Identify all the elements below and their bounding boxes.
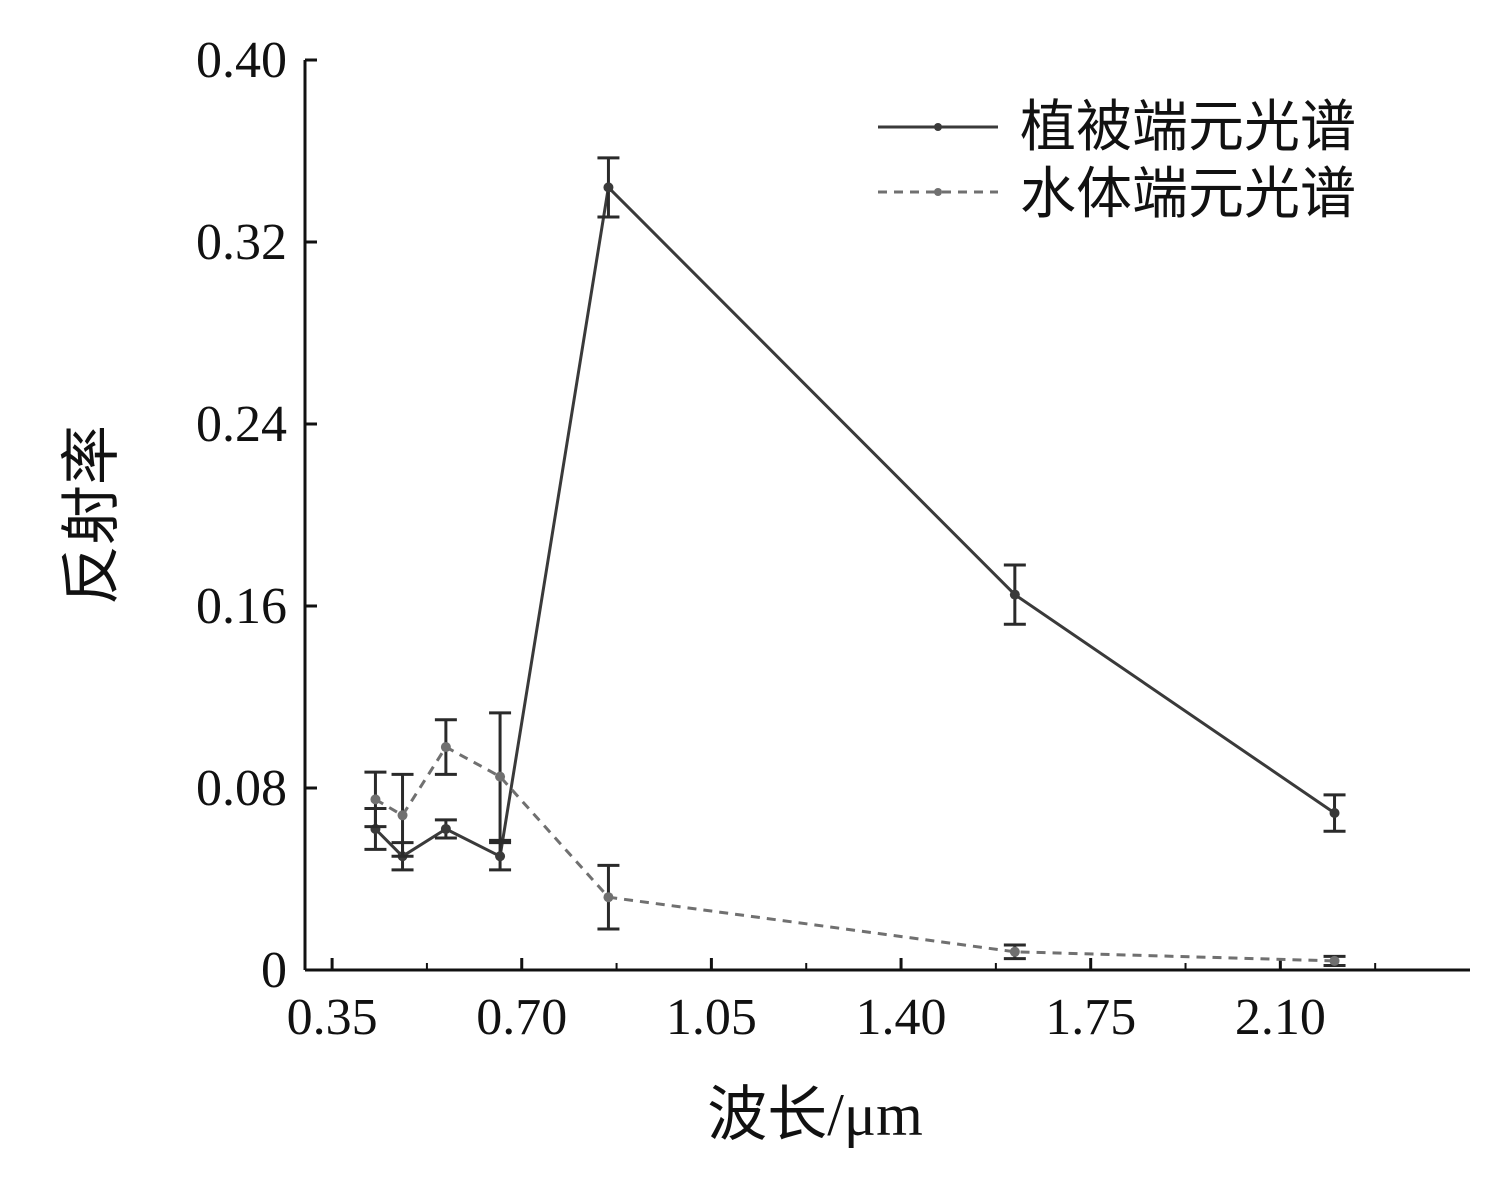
x-tick-label: 0.70 [476,989,567,1046]
data-point [1329,955,1340,966]
series-line [374,745,1335,963]
x-ticks: 0.35 0.70 1.05 1.40 1.75 2.10 [287,958,1377,1046]
y-tick-label: 0.16 [196,578,287,635]
data-point [440,742,451,753]
x-tick-label: 1.05 [666,989,757,1046]
data-point [603,892,614,903]
y-axis-label: 反射率 [59,425,125,605]
x-tick-label: 1.40 [856,989,947,1046]
legend-label-water: 水体端元光谱 [1020,164,1356,226]
x-tick-label: 1.75 [1045,989,1136,1046]
x-tick-label: 0.35 [287,989,378,1046]
y-tick-label: 0.40 [196,32,287,89]
y-ticks: 0 0.08 0.16 0.24 0.32 0.40 [196,32,317,999]
data-point [495,851,506,862]
data-point [1009,946,1020,957]
series-vegetation [364,156,1346,872]
data-point [1009,589,1020,600]
x-axis-label: 波长/μm [707,1082,923,1148]
series-line [374,185,1336,858]
legend-marker-vegetation [934,123,942,131]
legend: 植被端元光谱 水体端元光谱 [878,97,1356,226]
y-tick-label: 0.24 [196,396,287,453]
series-water [364,711,1346,967]
legend-marker-water [934,188,942,196]
data-point [603,182,614,193]
axes [303,60,1470,972]
data-point [440,823,451,834]
data-point [370,794,381,805]
series-layer [364,156,1346,967]
data-point [1329,808,1340,819]
x-tick-label: 2.10 [1235,989,1326,1046]
data-point [495,771,506,782]
data-point [397,810,408,821]
y-tick-label: 0.32 [196,214,287,271]
y-tick-label: 0.08 [196,760,287,817]
legend-label-vegetation: 植被端元光谱 [1020,97,1356,159]
y-tick-label: 0 [261,942,287,999]
